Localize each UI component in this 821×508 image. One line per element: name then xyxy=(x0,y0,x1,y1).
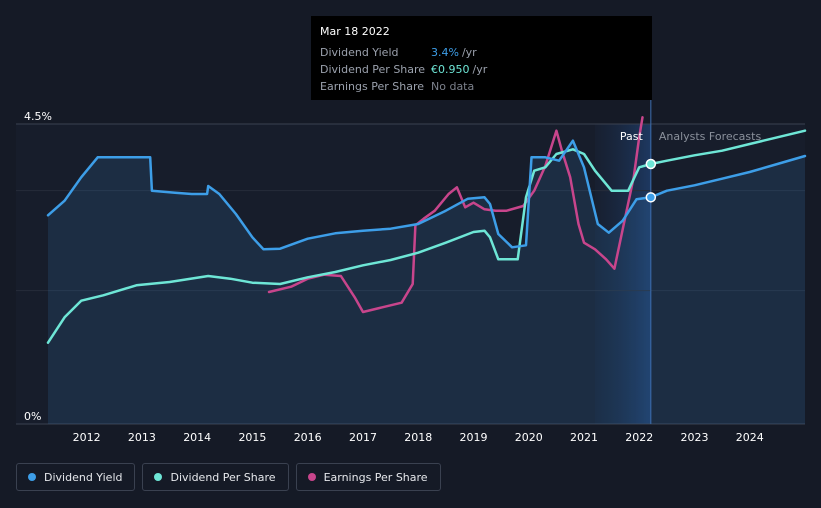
legend-label: Earnings Per Share xyxy=(323,470,428,484)
x-tick-label: 2021 xyxy=(570,431,598,444)
legend: Dividend Yield Dividend Per Share Earnin… xyxy=(16,463,441,491)
past-label: Past xyxy=(620,130,644,143)
tooltip-unit: /yr xyxy=(461,46,477,59)
tooltip-date: Mar 18 2022 xyxy=(320,25,390,38)
x-tick-label: 2013 xyxy=(128,431,156,444)
forecast-markers xyxy=(645,158,657,203)
x-tick-label: 2017 xyxy=(349,431,377,444)
plot-background xyxy=(16,124,805,424)
x-tick-label: 2016 xyxy=(294,431,322,444)
legend-dot-icon xyxy=(154,473,163,481)
tooltip-value: €0.950 xyxy=(431,63,470,76)
tooltip-row-dividend-yield: Dividend Yield 3.4% /yr xyxy=(320,44,643,61)
tooltip-label: Earnings Per Share xyxy=(320,80,425,93)
tooltip: Mar 18 2022 Dividend Yield 3.4% /yr Divi… xyxy=(311,16,652,100)
x-tick-label: 2015 xyxy=(238,431,266,444)
legend-label: Dividend Yield xyxy=(44,470,123,484)
legend-label: Dividend Per Share xyxy=(170,470,276,484)
y-tick-label: 4.5% xyxy=(24,110,52,123)
legend-item-dividend-yield[interactable]: Dividend Yield xyxy=(16,463,136,491)
legend-dot-icon xyxy=(28,473,36,481)
x-tick-label: 2019 xyxy=(459,431,487,444)
tooltip-row-earnings-per-share: Earnings Per Share No data xyxy=(320,78,643,95)
x-tick-label: 2023 xyxy=(680,431,708,444)
tooltip-value: No data xyxy=(431,80,475,93)
tooltip-label: Dividend Yield xyxy=(320,46,399,59)
series-line-earnings-per-share xyxy=(267,116,644,314)
tooltip-row-dividend-per-share: Dividend Per Share €0.950 /yr xyxy=(320,61,643,78)
x-tick-label: 2024 xyxy=(736,431,764,444)
tooltip-unit: /yr xyxy=(472,63,488,76)
legend-item-dividend-per-share[interactable]: Dividend Per Share xyxy=(142,463,289,491)
x-tick-label: 2012 xyxy=(73,431,101,444)
tooltip-value: 3.4% xyxy=(431,46,459,59)
x-axis: 2012 2013 2014 2015 2016 2017 2018 2019 2020 2021… xyxy=(73,431,764,444)
y-tick-label: 0% xyxy=(24,410,41,423)
x-tick-label: 2022 xyxy=(625,431,653,444)
series-area-dividend-yield xyxy=(48,140,805,424)
past-forecast-band xyxy=(595,124,651,424)
marker-dividend-yield xyxy=(645,192,657,203)
forecast-label: Analysts Forecasts xyxy=(659,130,762,143)
y-axis: 4.5% 0% xyxy=(24,110,52,423)
series-line-dividend-yield xyxy=(46,139,807,251)
marker-dividend-per-share xyxy=(645,158,657,170)
legend-dot-icon xyxy=(307,473,316,481)
x-tick-label: 2018 xyxy=(404,431,432,444)
tooltip-label: Dividend Per Share xyxy=(320,63,426,76)
legend-item-earnings-per-share[interactable]: Earnings Per Share xyxy=(295,463,441,491)
x-tick-label: 2014 xyxy=(183,431,211,444)
x-tick-label: 2020 xyxy=(515,431,543,444)
